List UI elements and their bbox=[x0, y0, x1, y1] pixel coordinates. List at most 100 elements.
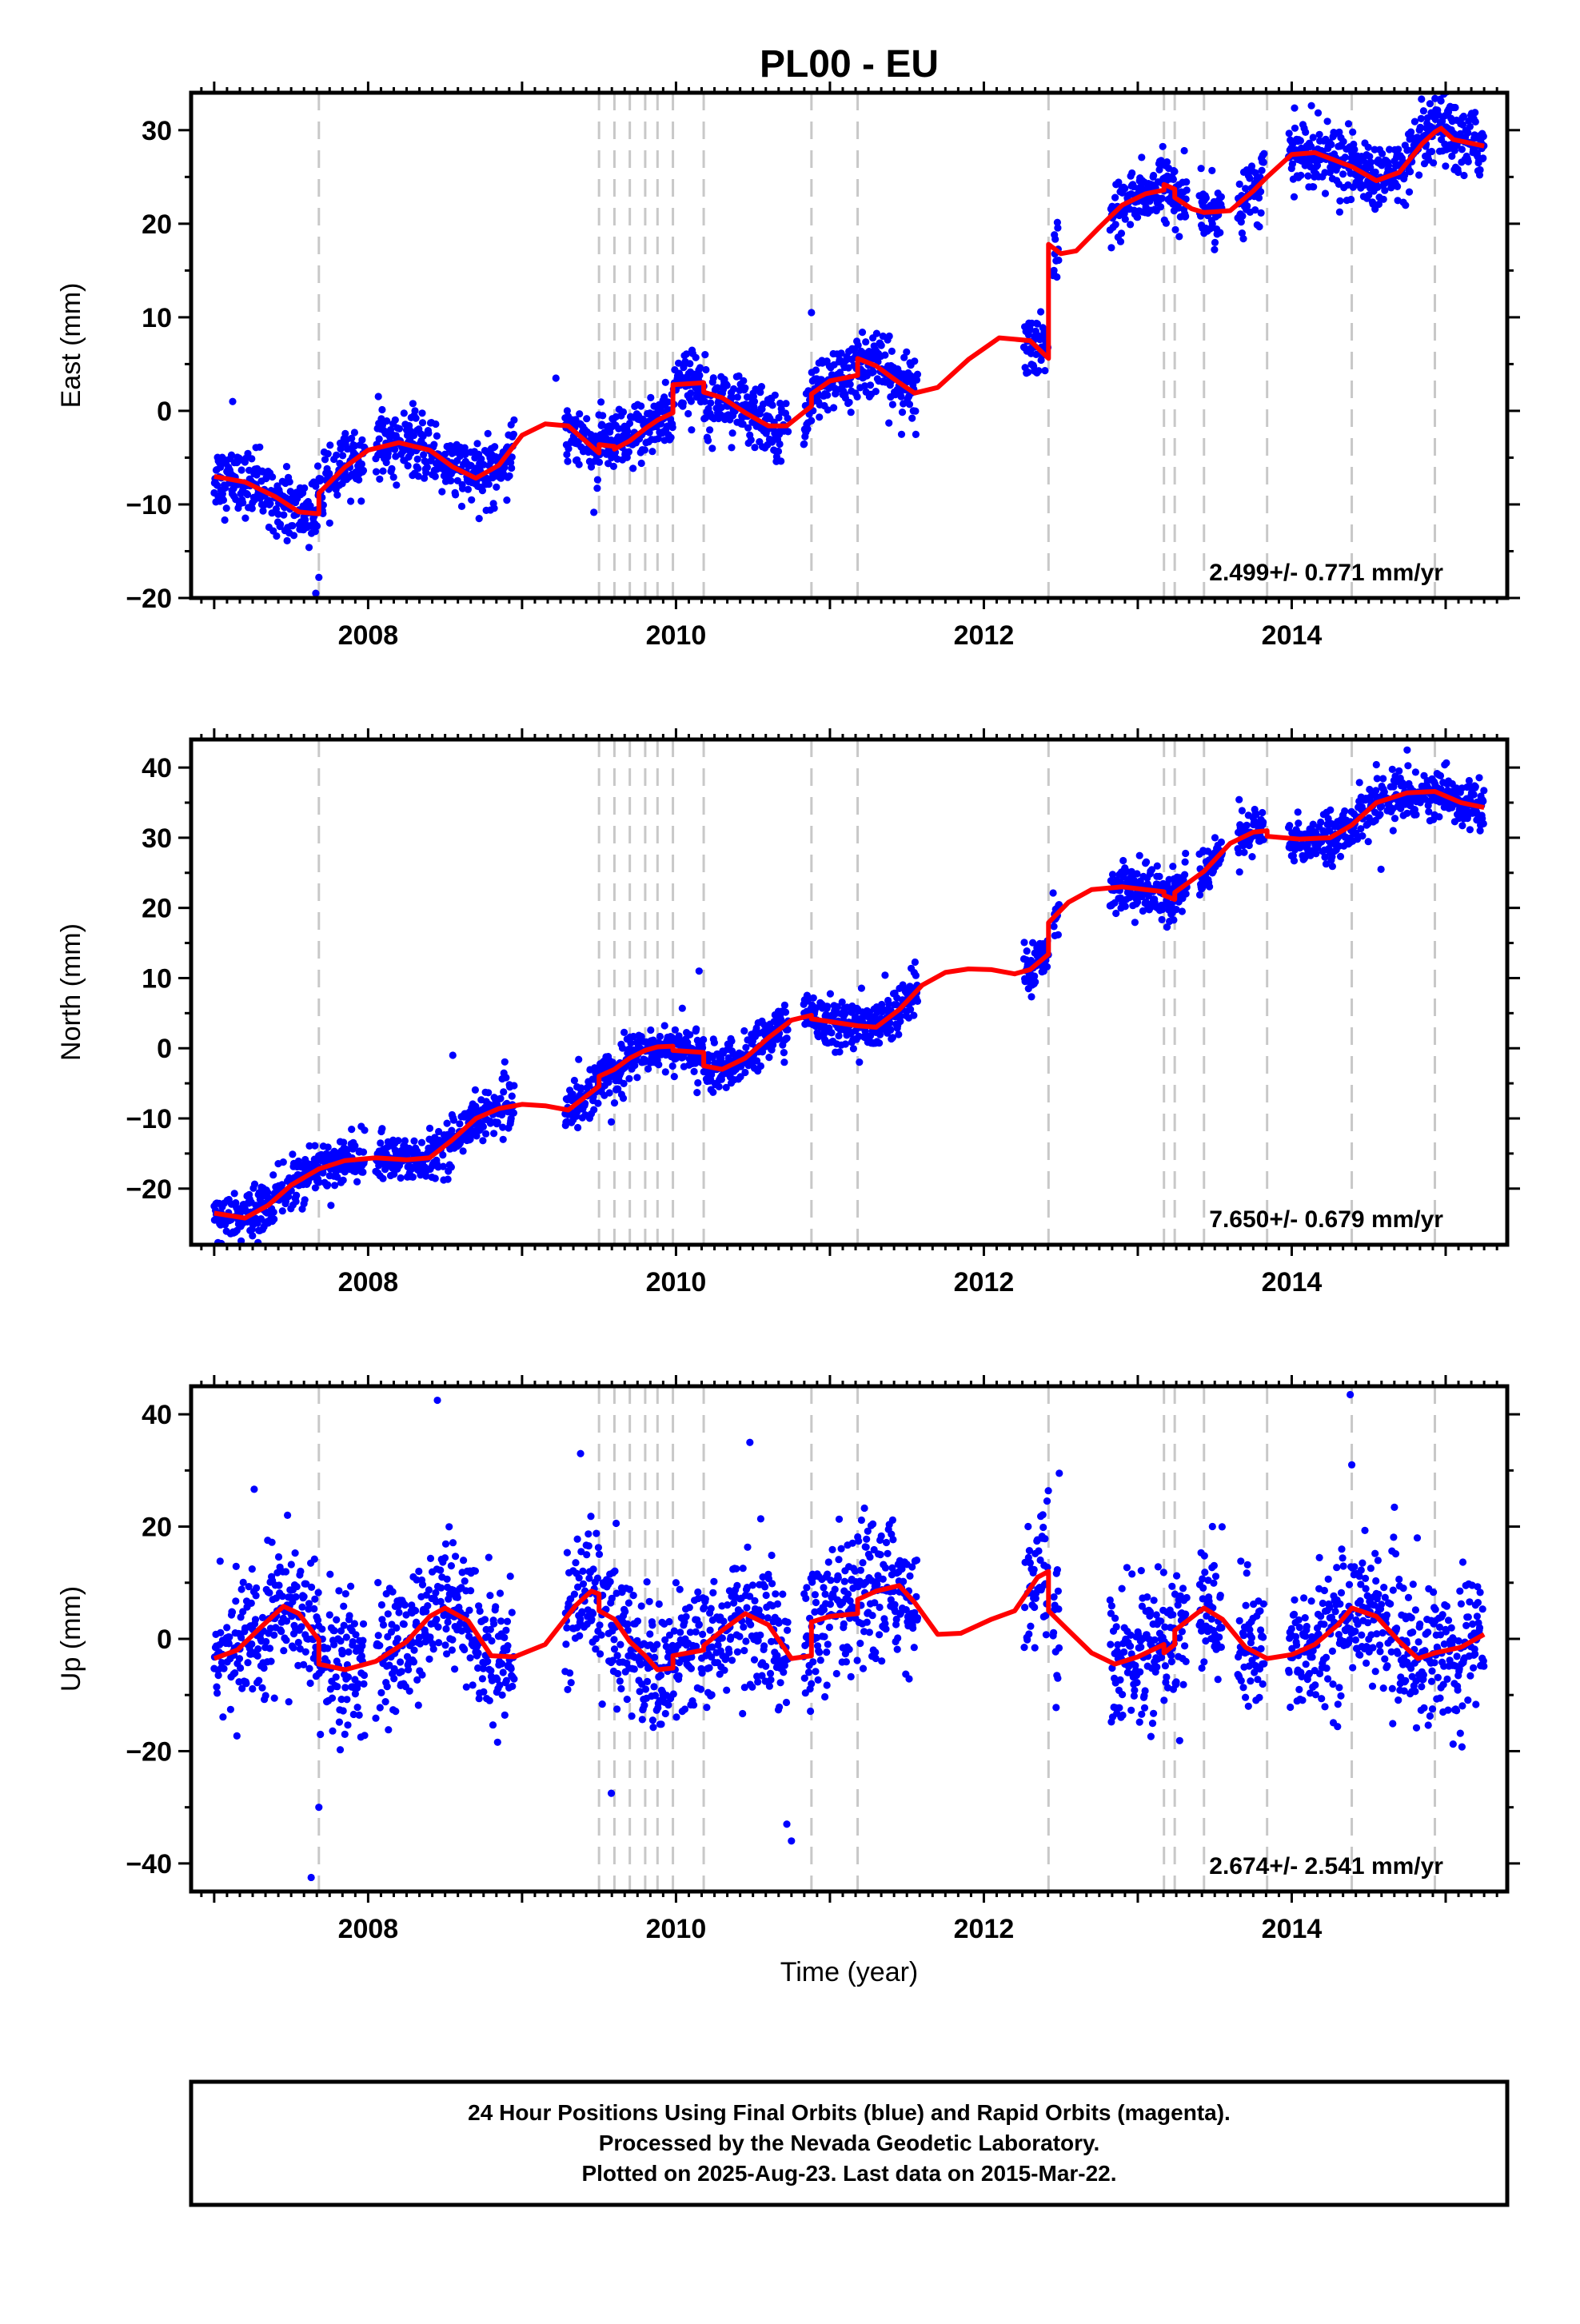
data-point bbox=[456, 1120, 463, 1127]
data-point bbox=[873, 330, 880, 337]
data-point bbox=[641, 446, 648, 453]
data-point bbox=[293, 1192, 300, 1199]
data-point bbox=[1183, 186, 1191, 193]
data-point bbox=[828, 1029, 835, 1036]
data-point bbox=[1367, 159, 1375, 166]
data-point bbox=[876, 1039, 883, 1046]
data-point bbox=[237, 1664, 244, 1672]
data-point bbox=[285, 1698, 293, 1705]
data-point bbox=[339, 1650, 346, 1657]
data-point bbox=[447, 477, 454, 484]
data-point bbox=[414, 456, 421, 463]
data-point bbox=[307, 1680, 314, 1687]
data-point bbox=[1420, 107, 1427, 114]
data-point bbox=[816, 413, 823, 421]
data-point bbox=[497, 1095, 504, 1102]
data-point bbox=[888, 348, 896, 355]
data-point bbox=[1051, 267, 1058, 274]
data-point bbox=[283, 463, 290, 470]
data-point bbox=[1243, 202, 1251, 209]
data-point bbox=[292, 1549, 299, 1557]
x-tick-label: 2010 bbox=[646, 620, 707, 651]
data-point bbox=[361, 1126, 368, 1134]
data-point bbox=[324, 1181, 331, 1188]
data-point bbox=[846, 399, 853, 406]
x-tick-label: 2008 bbox=[338, 620, 399, 651]
data-point bbox=[215, 1672, 222, 1679]
figure-title: PL00 - EU bbox=[760, 43, 939, 86]
data-point bbox=[1155, 873, 1163, 880]
data-point bbox=[277, 520, 284, 528]
data-point bbox=[812, 366, 820, 373]
data-point bbox=[346, 1612, 353, 1619]
data-point bbox=[397, 1174, 405, 1182]
data-point bbox=[409, 1174, 417, 1181]
data-point bbox=[340, 1177, 347, 1184]
data-point bbox=[1133, 870, 1140, 877]
data-point bbox=[1442, 759, 1450, 767]
data-point bbox=[1053, 273, 1060, 281]
data-point bbox=[361, 1672, 368, 1679]
data-point bbox=[318, 1625, 325, 1632]
data-point bbox=[1027, 993, 1035, 1000]
data-point bbox=[360, 1620, 367, 1628]
data-point bbox=[1356, 779, 1363, 786]
data-point bbox=[637, 402, 644, 409]
data-point bbox=[490, 1130, 497, 1137]
data-point bbox=[782, 1009, 789, 1016]
data-point bbox=[1111, 194, 1119, 201]
data-point bbox=[1159, 195, 1166, 202]
data-point bbox=[1479, 154, 1486, 161]
data-point bbox=[1394, 145, 1402, 153]
data-point bbox=[1170, 176, 1177, 183]
data-point bbox=[359, 1637, 366, 1644]
data-point bbox=[728, 1038, 735, 1045]
data-point bbox=[648, 448, 656, 455]
data-point bbox=[358, 460, 365, 468]
data-point bbox=[629, 464, 636, 472]
data-point bbox=[273, 532, 280, 540]
data-point bbox=[360, 467, 367, 474]
data-point bbox=[220, 1665, 227, 1672]
data-point bbox=[647, 1026, 654, 1034]
data-point bbox=[250, 1485, 257, 1493]
data-point bbox=[493, 484, 500, 491]
data-point bbox=[599, 412, 606, 419]
data-point bbox=[583, 415, 590, 422]
data-point bbox=[372, 1715, 379, 1722]
data-point bbox=[249, 1685, 256, 1692]
data-point bbox=[680, 400, 687, 407]
data-point bbox=[1322, 189, 1329, 197]
data-point bbox=[262, 1692, 269, 1699]
data-point bbox=[1051, 923, 1058, 930]
data-point bbox=[800, 440, 808, 448]
data-point bbox=[1170, 916, 1177, 923]
data-point bbox=[351, 1620, 358, 1627]
data-point bbox=[269, 473, 276, 480]
data-point bbox=[1295, 808, 1302, 815]
data-point bbox=[254, 1652, 261, 1660]
data-point bbox=[1055, 931, 1062, 939]
data-point bbox=[1037, 308, 1044, 315]
data-point bbox=[392, 417, 399, 424]
data-point bbox=[396, 425, 403, 433]
data-point bbox=[1208, 167, 1215, 174]
data-point bbox=[341, 1684, 349, 1691]
data-point bbox=[333, 1616, 340, 1624]
data-point bbox=[265, 1589, 273, 1597]
data-point bbox=[376, 436, 383, 443]
data-point bbox=[377, 1139, 384, 1146]
data-point bbox=[275, 1553, 282, 1561]
data-point bbox=[376, 476, 383, 483]
data-point bbox=[804, 425, 811, 433]
data-point bbox=[1258, 209, 1265, 217]
data-point bbox=[611, 1099, 618, 1106]
data-point bbox=[1035, 367, 1042, 374]
data-point bbox=[881, 352, 888, 359]
data-point bbox=[1255, 194, 1263, 201]
data-point bbox=[509, 1093, 516, 1100]
data-point bbox=[1340, 138, 1347, 145]
data-point bbox=[1460, 172, 1467, 179]
data-point bbox=[343, 1696, 350, 1703]
